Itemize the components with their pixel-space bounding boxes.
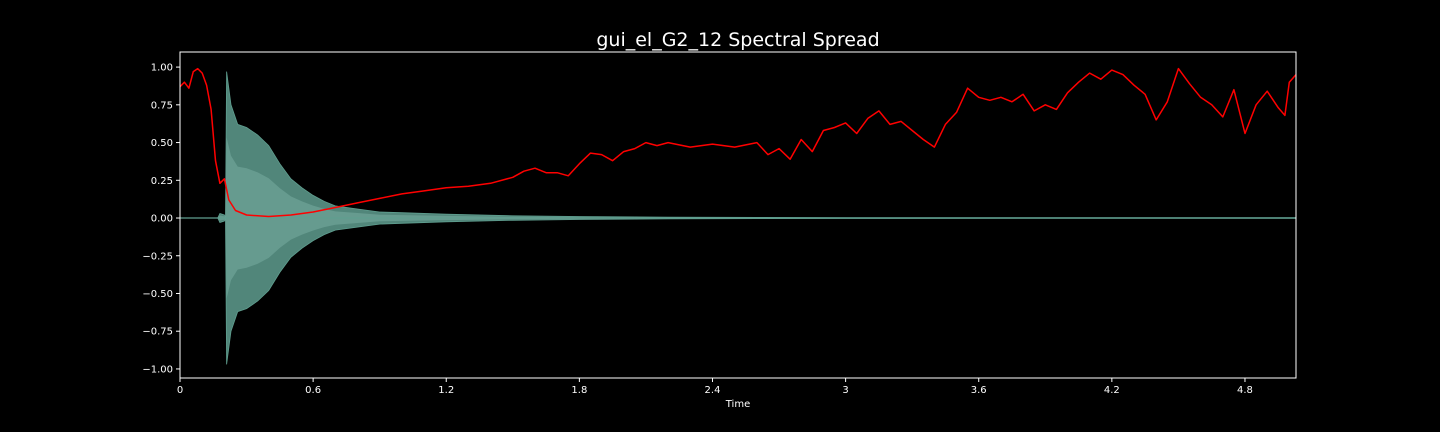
x-tick-label: 1.8: [571, 385, 587, 396]
x-tick-label: 0.6: [305, 385, 321, 396]
x-axis-ticks: 0 0.6 1.2 1.8 2.4 3 3.6 4.2 4.8: [177, 378, 1253, 396]
y-tick-label: 0.00: [151, 214, 173, 225]
y-tick-label: −0.25: [142, 251, 173, 262]
x-tick-label: 4.8: [1237, 385, 1253, 396]
y-tick-label: −0.50: [142, 289, 173, 300]
y-tick-label: 0.25: [151, 176, 173, 187]
y-tick-label: −0.75: [142, 327, 173, 338]
x-tick-label: 0: [177, 385, 183, 396]
y-tick-label: −1.00: [142, 364, 173, 375]
x-tick-label: 4.2: [1104, 385, 1120, 396]
y-axis-ticks: 1.00 0.75 0.50 0.25 0.00 −0.25 −0.50 −0.75 −1.00: [142, 63, 180, 375]
x-tick-label: 3: [842, 385, 848, 396]
spectral-spread-line-0: [179, 67, 1297, 218]
y-tick-label: 0.75: [151, 100, 173, 111]
y-tick-label: 0.50: [151, 138, 173, 149]
y-tick-label: 1.00: [151, 63, 173, 74]
chart-title: gui_el_G2_12 Spectral Spread: [596, 29, 879, 51]
x-tick-label: 1.2: [438, 385, 454, 396]
x-tick-label: 2.4: [705, 385, 721, 396]
axes-frame: [179, 51, 1297, 379]
series-layer: [179, 67, 1297, 218]
x-axis-label: Time: [725, 399, 750, 410]
x-tick-label: 3.6: [971, 385, 987, 396]
plot-area: [179, 51, 1297, 379]
